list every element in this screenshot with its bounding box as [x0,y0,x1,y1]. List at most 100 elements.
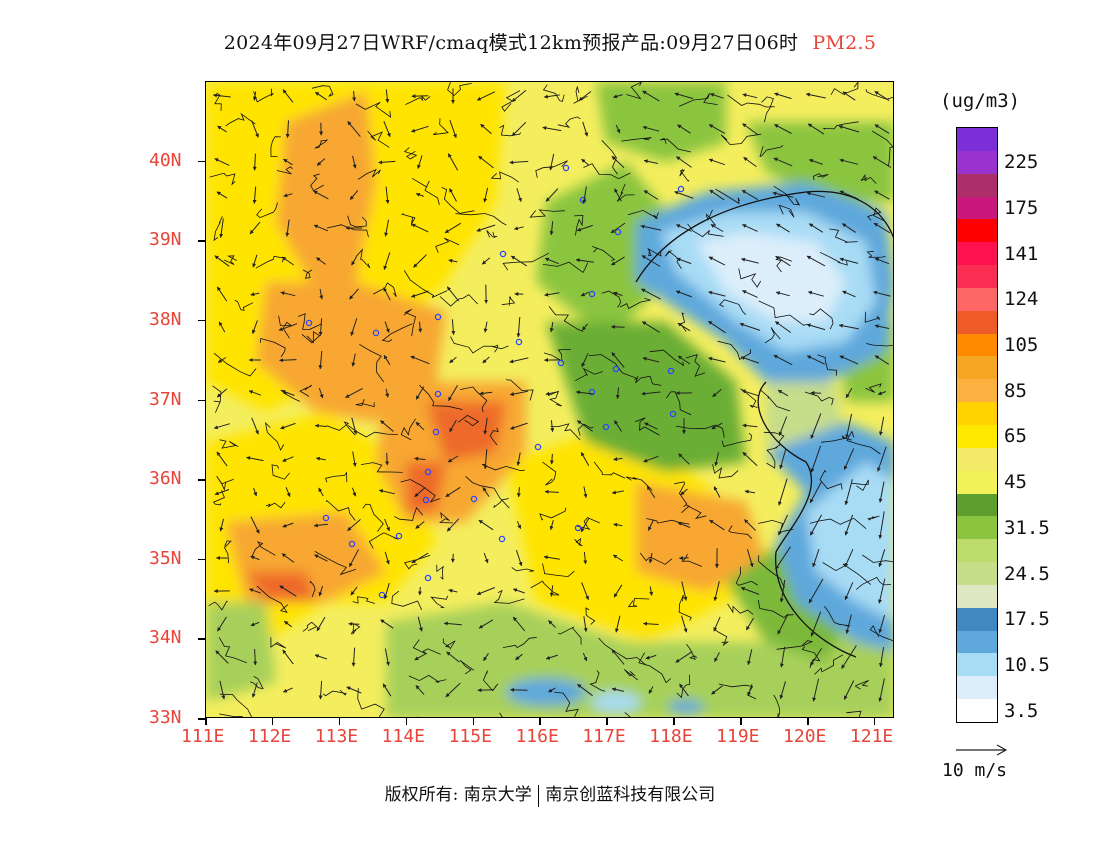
county-border [678,594,692,621]
county-border [412,639,441,655]
wind-arrow [810,611,822,637]
lon-tick [807,718,809,725]
wind-arrow [383,121,391,138]
wind-arrow [378,160,396,165]
wind-arrow [510,422,528,430]
wind-arrow [742,423,758,428]
wind-arrow [873,222,891,234]
wind-arrow [385,89,390,103]
wind-arrow [641,321,660,333]
city-marker [588,290,596,298]
county-border [822,562,872,585]
county-border [400,418,416,441]
wind-arrow [613,420,623,432]
wind-arrow [806,191,826,198]
wind-arrow [838,125,860,133]
county-border [367,130,390,148]
legend-swatch [957,630,997,654]
lon-tick [740,718,742,725]
wind-arrow [250,516,260,534]
county-border [270,637,287,649]
county-border [224,540,232,564]
wind-arrow [582,121,589,137]
wind-arrow [808,158,823,165]
wind-arrow [253,648,258,666]
wind-arrow [483,187,489,203]
county-border [373,282,397,297]
county-border [256,585,288,613]
county-border [735,566,759,586]
legend-swatch [957,607,997,632]
city-marker [574,524,582,532]
wind-arrow [645,654,657,660]
county-border [436,564,445,581]
county-border [352,596,376,604]
county-border [417,716,419,717]
wind-arrow [582,323,588,331]
county-border [400,479,441,503]
county-border [854,680,869,690]
county-border [624,669,638,681]
wind-arrow [647,519,655,531]
wind-arrow [773,354,793,366]
wind-arrow [352,155,357,169]
wind-arrow [449,356,457,364]
county-border [814,654,844,675]
wind-arrow [483,653,489,662]
legend-unit: (ug/m3) [940,90,1021,112]
county-border [347,215,367,228]
wind-arrow [346,686,362,694]
lon-tick [873,718,876,725]
wind-arrow [744,489,756,494]
wind-arrow [643,159,659,164]
wind-arrow [583,616,588,633]
wind-arrow [212,93,231,98]
county-border [715,188,741,205]
county-border [405,95,431,105]
wind-arrow [744,519,756,531]
county-border [638,652,672,684]
county-border [759,144,784,157]
county-border [208,600,228,611]
county-border [817,354,838,376]
legend-swatch [957,173,997,198]
county-border [209,172,236,186]
wind-arrow [779,449,787,470]
county-border [447,82,472,97]
county-border [867,515,880,521]
map-title: 2024年09月27日WRF/cmaq模式12km预报产品:09月27日06时 P… [0,28,1100,55]
county-border [450,336,495,354]
wind-arrow [447,385,459,402]
wind-arrow [415,386,425,400]
legend-swatch [957,128,997,152]
wind-arrow [838,323,859,330]
county-border [259,337,286,358]
wind-arrow [874,90,890,102]
wind-arrow [807,290,824,297]
coastline [635,190,893,658]
legend-swatch [957,402,997,426]
legend-swatch [957,310,997,335]
wind-arrow [878,416,885,436]
county-border [357,168,381,180]
title-main: 2024年09月27日WRF/cmaq模式12km预报产品:09月27日06时 [223,32,799,54]
county-border [846,710,862,717]
city-marker [498,535,506,543]
wind-arrow [253,487,258,497]
county-border [583,163,631,180]
county-border [621,137,652,142]
wind-arrow [313,224,329,232]
wind-arrow [614,615,621,633]
wind-arrow [576,420,593,432]
county-border [846,430,881,455]
wind-arrow [810,413,822,439]
wind-arrow [775,291,790,297]
wind-arrow [611,352,625,368]
lat-tick [198,160,205,163]
wind-arrow [250,621,260,627]
wind-arrow [613,457,623,462]
county-border [408,674,447,683]
wind-arrow [844,548,854,568]
wind-arrow [314,91,327,101]
pm25-map[interactable] [205,81,894,718]
